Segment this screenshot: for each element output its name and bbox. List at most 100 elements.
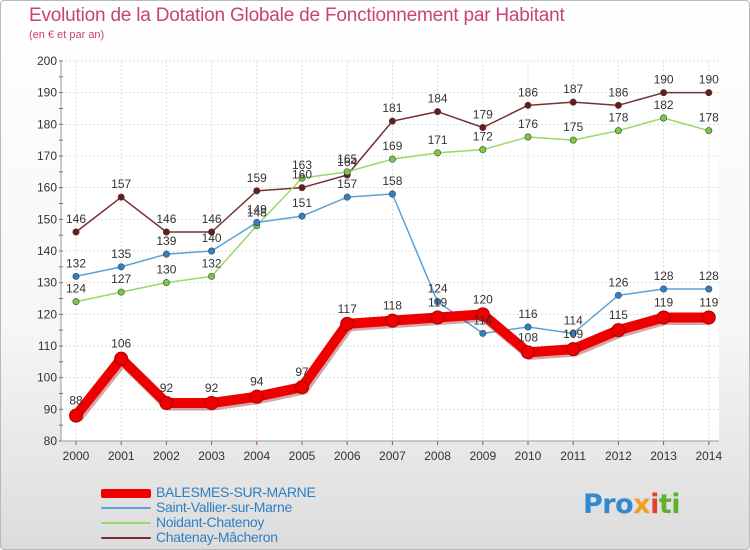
data-label-s0-5: 97 <box>295 365 309 379</box>
data-label-s3-2: 146 <box>156 212 176 226</box>
data-label-s0-13: 119 <box>654 296 673 310</box>
legend-swatch-0 <box>101 489 151 498</box>
point-s0-10 <box>521 345 535 360</box>
legend-swatch-2 <box>101 522 151 524</box>
point-s2-13 <box>660 114 668 122</box>
data-label-s1-4: 149 <box>247 203 267 217</box>
x-tick-label: 2001 <box>108 449 135 463</box>
data-label-s1-12: 126 <box>608 275 628 289</box>
point-s0-13 <box>656 310 671 325</box>
point-s3-5 <box>298 184 306 192</box>
point-s1-5 <box>298 212 306 220</box>
y-tick-label: 170 <box>37 149 57 163</box>
data-label-s2-7: 169 <box>382 139 402 153</box>
point-s0-11 <box>566 342 581 357</box>
y-tick-label: 130 <box>37 276 57 290</box>
y-tick-label: 110 <box>38 339 57 353</box>
y-tick-label: 150 <box>37 212 57 226</box>
x-tick-label: 2013 <box>650 449 677 463</box>
point-s0-7 <box>385 313 400 328</box>
x-tick-label: 2008 <box>424 449 451 463</box>
point-s1-11 <box>569 329 577 337</box>
data-label-s3-3: 146 <box>202 212 222 226</box>
data-label-s0-4: 94 <box>250 375 264 389</box>
point-s3-8 <box>434 108 442 116</box>
data-label-s1-6: 157 <box>337 177 357 191</box>
point-s0-3 <box>204 396 219 410</box>
x-tick-label: 2000 <box>63 449 90 463</box>
series-group <box>69 89 716 423</box>
data-label-s3-9: 179 <box>473 108 493 122</box>
x-tick-label: 2010 <box>515 449 542 463</box>
logo-part-3: i <box>650 489 659 520</box>
point-s3-11 <box>569 98 577 106</box>
data-label-s2-10: 176 <box>518 117 538 131</box>
data-label-s0-2: 92 <box>160 381 174 395</box>
data-label-s0-0: 88 <box>69 394 83 408</box>
proxiti-logo[interactable]: Proxiti <box>583 489 681 520</box>
x-tick-label: 2009 <box>469 449 496 463</box>
data-label-s1-0: 132 <box>66 256 86 270</box>
point-s3-4 <box>253 187 261 195</box>
data-label-s0-8: 119 <box>428 296 447 310</box>
data-label-s0-12: 115 <box>609 308 628 322</box>
point-s1-4 <box>253 219 261 227</box>
legend-label-1: Saint-Vallier-sur-Marne <box>156 499 292 515</box>
point-s0-8 <box>430 310 445 325</box>
y-tick-label: 100 <box>37 371 57 385</box>
point-s2-9 <box>479 146 487 154</box>
x-tick-label: 2012 <box>605 449 632 463</box>
point-s3-13 <box>660 89 668 97</box>
x-tick-label: 2006 <box>334 449 361 463</box>
axes: 80 90 100 110 120 130 140 150 160 170 180 190 200 200… <box>37 54 723 463</box>
data-label-s1-3: 140 <box>202 231 222 245</box>
data-label-s3-1: 157 <box>111 177 131 191</box>
point-s1-8 <box>434 298 442 306</box>
legend-swatch-3 <box>101 537 151 539</box>
data-label-s2-11: 175 <box>563 120 583 134</box>
point-s3-3 <box>208 228 216 236</box>
data-label-s2-1: 127 <box>111 272 131 286</box>
point-s0-14 <box>701 310 716 325</box>
chart-title: Evolution de la Dotation Globale de Fonc… <box>29 5 565 26</box>
data-label-s0-11: 109 <box>563 327 583 341</box>
y-tick-label: 80 <box>44 434 58 448</box>
point-s0-0 <box>69 408 83 423</box>
point-s3-0 <box>72 228 80 236</box>
point-s0-2 <box>159 396 174 410</box>
data-labels: 88 106 92 92 94 97 117 118 119 120 108 109 115 119 119… <box>66 73 719 408</box>
data-label-s1-10: 116 <box>518 307 537 321</box>
point-s1-1 <box>117 263 125 271</box>
logo-part-2: x <box>633 489 651 520</box>
data-label-s3-4: 159 <box>247 171 267 185</box>
legend-label-3: Chatenay-Mâcheron <box>156 529 278 545</box>
chart-subtitle: (en € et par an) <box>29 29 105 41</box>
point-s1-14 <box>705 285 713 293</box>
legend-swatch-1 <box>101 507 151 509</box>
data-label-s3-0: 146 <box>66 212 86 226</box>
point-s3-9 <box>479 124 487 132</box>
point-s2-7 <box>388 155 396 163</box>
point-s3-14 <box>705 89 713 97</box>
data-label-s2-2: 130 <box>156 263 176 277</box>
point-s0-1 <box>114 351 129 366</box>
point-s1-12 <box>614 291 622 299</box>
point-s1-7 <box>388 190 396 198</box>
data-label-s1-13: 128 <box>654 269 674 283</box>
x-tick-label: 2014 <box>695 449 722 463</box>
point-s2-12 <box>614 127 622 135</box>
y-tick-label: 160 <box>37 181 57 195</box>
point-s2-1 <box>117 288 125 296</box>
data-label-s0-9: 120 <box>473 292 493 306</box>
data-label-s1-8: 124 <box>428 282 448 296</box>
y-tick-label: 200 <box>37 54 57 68</box>
data-label-s3-12: 186 <box>608 85 628 99</box>
point-s2-2 <box>162 279 170 287</box>
data-label-s0-3: 92 <box>205 381 219 395</box>
logo-part-4: ti <box>658 489 681 520</box>
data-label-s3-8: 184 <box>428 92 448 106</box>
data-label-s2-5: 163 <box>292 158 312 172</box>
data-label-s2-6: 165 <box>337 152 357 166</box>
x-tick-label: 2005 <box>289 449 316 463</box>
